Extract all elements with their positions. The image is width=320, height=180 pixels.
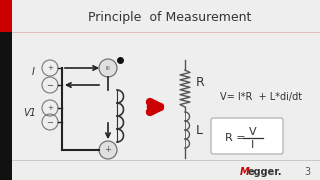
Text: 3: 3 bbox=[304, 167, 310, 177]
Text: +: + bbox=[47, 105, 53, 111]
Text: L: L bbox=[196, 123, 203, 136]
Bar bbox=[0, 0, 12, 180]
Text: R: R bbox=[196, 76, 205, 89]
Text: V1: V1 bbox=[24, 108, 36, 118]
Text: egger.: egger. bbox=[248, 167, 283, 177]
Text: Principle  of Measurement: Principle of Measurement bbox=[88, 12, 252, 24]
Text: I: I bbox=[252, 140, 255, 150]
Text: V: V bbox=[249, 127, 257, 137]
Text: III: III bbox=[106, 66, 110, 71]
Text: R =: R = bbox=[225, 133, 249, 143]
Text: −: − bbox=[46, 118, 53, 127]
Text: I: I bbox=[32, 67, 35, 77]
Text: M: M bbox=[240, 167, 250, 177]
Circle shape bbox=[99, 141, 117, 159]
Bar bbox=[0, 0, 12, 32]
FancyBboxPatch shape bbox=[211, 118, 283, 154]
Text: V= I*R  + L*di/dt: V= I*R + L*di/dt bbox=[220, 92, 302, 102]
Text: +: + bbox=[105, 145, 111, 154]
Text: −: − bbox=[46, 82, 53, 91]
Circle shape bbox=[99, 59, 117, 77]
Text: +: + bbox=[47, 65, 53, 71]
